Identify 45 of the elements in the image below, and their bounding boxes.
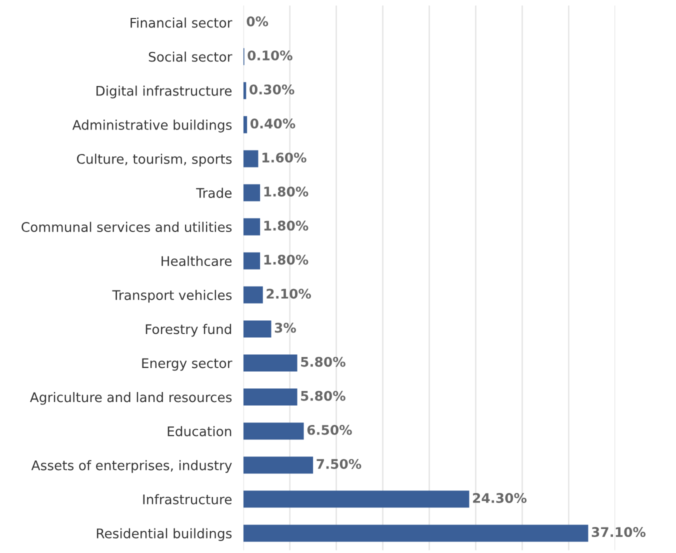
y-tick-label: Culture, tourism, sports: [76, 154, 232, 166]
bar: [243, 354, 298, 372]
data-label: 6.50%: [307, 424, 352, 435]
y-tick-label: Social sector: [148, 52, 232, 62]
y-tick-label: Healthcare: [162, 256, 232, 266]
y-tick-label: Transport vehicles: [112, 290, 232, 303]
y-tick-label: Assets of enterprises, industry: [31, 460, 232, 473]
y-tick-label: Digital infrastructure: [96, 86, 232, 98]
data-label: 5.80%: [301, 356, 346, 367]
y-tick-label: Residential buildings: [96, 528, 232, 541]
y-tick-label: Administrative buildings: [72, 120, 232, 132]
data-label: 24.30%: [473, 493, 527, 503]
data-label: 0%: [246, 16, 268, 26]
data-label: 3%: [274, 322, 296, 333]
bar: [243, 252, 260, 270]
bar: [243, 388, 298, 406]
data-label: 1.80%: [264, 220, 308, 231]
data-label: 2.10%: [266, 288, 312, 299]
data-label: 0.40%: [250, 118, 296, 129]
bar: [243, 218, 260, 236]
bar: [243, 150, 258, 168]
data-label: 0.10%: [248, 50, 292, 60]
y-tick-label: Education: [168, 426, 232, 436]
y-tick-label: Trade: [196, 188, 232, 198]
bar: [243, 286, 263, 304]
bar: [243, 456, 314, 474]
bar: [243, 524, 588, 542]
data-label: 37.10%: [592, 527, 646, 538]
bar: [243, 320, 272, 338]
y-tick-label: Financial sector: [130, 18, 232, 28]
bar: [243, 116, 248, 134]
y-tick-label: Agriculture and land resources: [30, 392, 232, 405]
data-label: 1.80%: [264, 254, 308, 265]
y-tick-label: Forestry fund: [146, 324, 232, 337]
data-label: 5.80%: [301, 390, 346, 401]
bar: [243, 184, 260, 202]
bar: [243, 422, 304, 440]
y-tick-label: Infrastructure: [143, 494, 232, 504]
y-tick-label: Energy sector: [142, 358, 232, 371]
data-label: 7.50%: [316, 458, 362, 469]
bar: [243, 490, 470, 508]
y-tick-label: Communal services and utilities: [22, 222, 232, 232]
data-label: 1.60%: [262, 152, 306, 163]
data-label: 1.80%: [264, 186, 308, 197]
data-label: 0.30%: [250, 84, 294, 94]
